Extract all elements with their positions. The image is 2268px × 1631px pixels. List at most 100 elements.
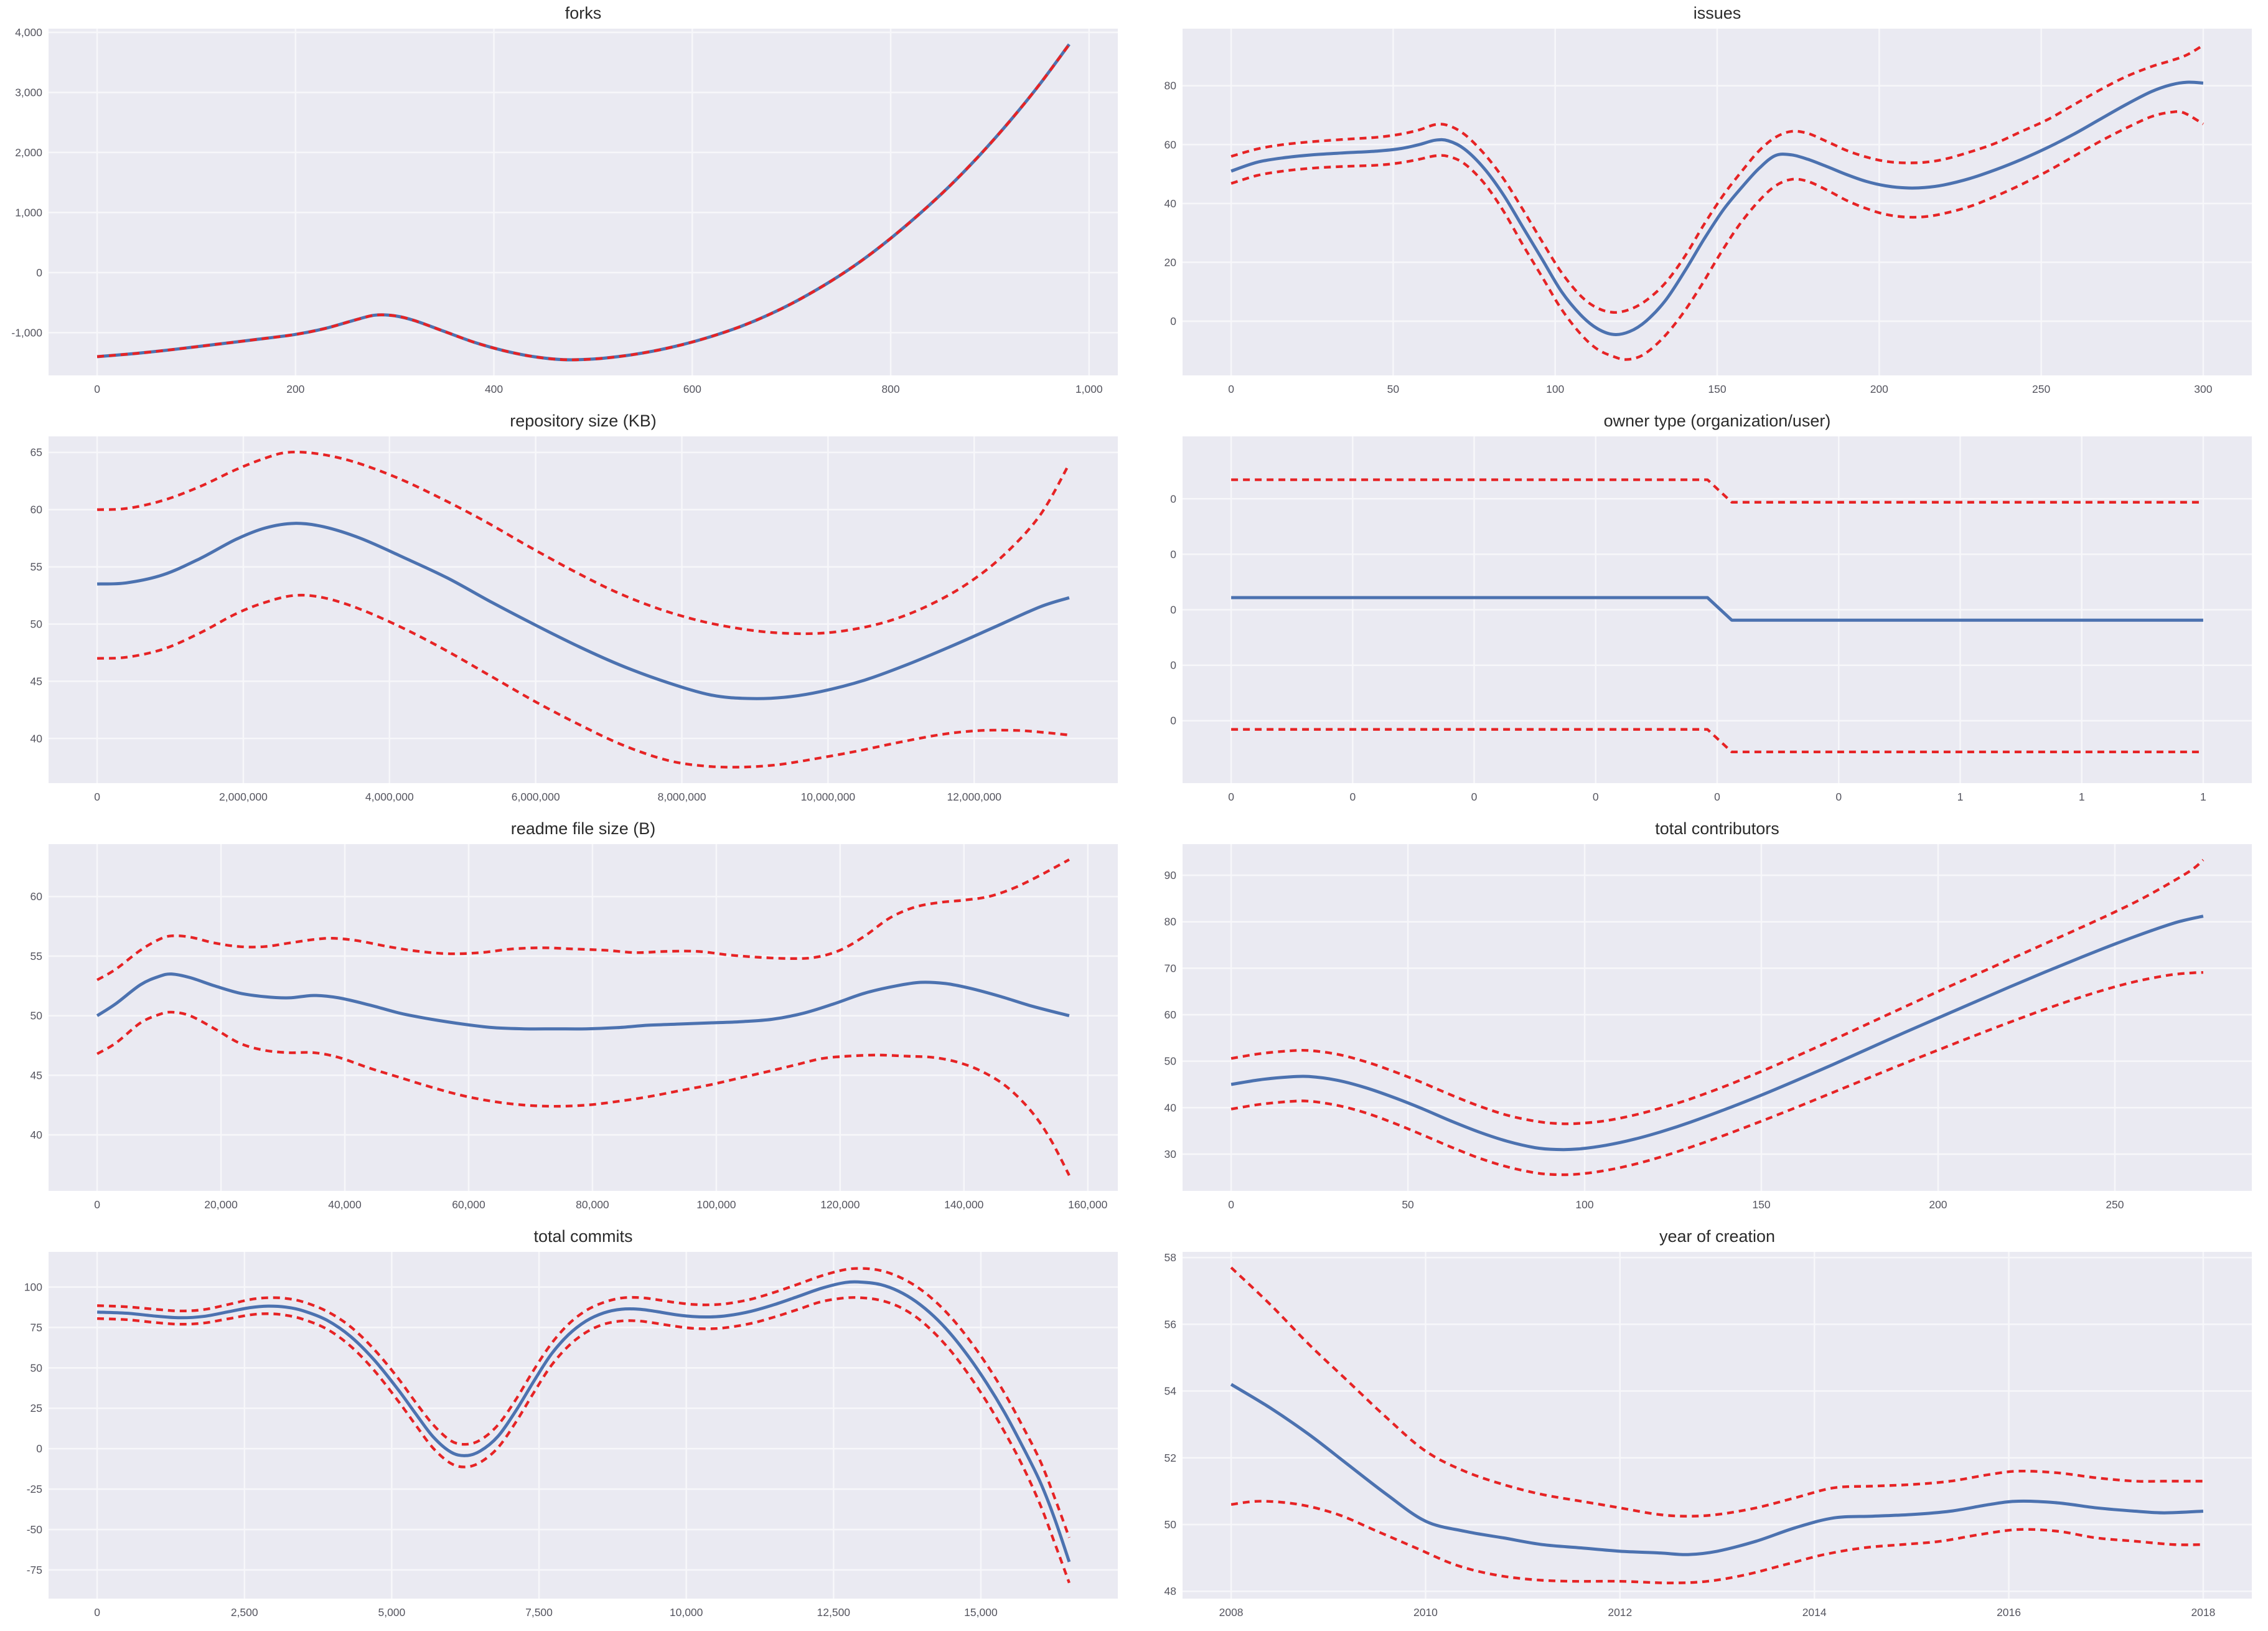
y-tick-label: 20: [1164, 256, 1177, 268]
x-tick-label: 160,000: [1068, 1198, 1108, 1211]
y-tick-label: 54: [1164, 1385, 1177, 1398]
series-mean: [97, 522, 1070, 700]
series-upper_ci: [1230, 44, 2205, 314]
x-tick-label: 2012: [1608, 1606, 1632, 1619]
x-tick-label: 2,500: [231, 1606, 258, 1619]
x-tick-label: 6,000,000: [512, 791, 560, 803]
x-tick-label: 10,000: [670, 1606, 703, 1619]
y-tick-label: 50: [30, 1010, 43, 1022]
y-tick-label: 0: [36, 266, 42, 279]
x-tick-label: 300: [2194, 383, 2212, 395]
x-tick-label: 50: [1387, 383, 1400, 395]
y-tick-label: 45: [30, 1069, 42, 1081]
y-tick-label: 60: [30, 504, 43, 516]
plot-area: [1183, 1252, 2252, 1599]
chart-svg-issues: 0 50 100 150 200 250 300 0 20 40 60 80 issues: [1164, 4, 2252, 395]
x-tick-label: 100,000: [696, 1198, 736, 1211]
x-tick-label: 600: [683, 383, 701, 395]
y-tick-label: 58: [1164, 1251, 1176, 1264]
series-upper_ci: [96, 450, 1071, 636]
chart-title: owner type (organization/user): [1604, 411, 1831, 430]
x-tick-label: 0: [1228, 383, 1234, 395]
y-tick-label: 25: [30, 1402, 42, 1414]
y-tick-label: 0: [1170, 715, 1176, 727]
plot-area: [49, 436, 1118, 783]
y-tick-label: 3,000: [15, 86, 42, 98]
series-upper_ci: [1231, 478, 2203, 504]
x-tick-label: 250: [2032, 383, 2050, 395]
x-tick-label: 400: [485, 383, 503, 395]
x-tick-label: 0: [94, 383, 100, 395]
x-tick-label: 80,000: [576, 1198, 609, 1211]
y-tick-label: 65: [30, 446, 42, 459]
x-tick-label: 40,000: [328, 1198, 362, 1211]
y-tick-label: 2,000: [15, 146, 42, 159]
x-tick-label: 1: [1957, 791, 1964, 803]
plot-area: [1183, 844, 2252, 1191]
x-tick-label: 7,500: [525, 1606, 553, 1619]
x-tick-label: 800: [881, 383, 899, 395]
x-tick-label: 1: [2200, 791, 2206, 803]
chart-repository-size: 0 2,000,000 4,000,000 6,000,000 8,000,000 10,…: [0, 408, 1134, 816]
x-tick-label: 250: [2106, 1198, 2124, 1211]
y-tick-label: 56: [1164, 1318, 1176, 1330]
y-tick-label: 100: [24, 1281, 42, 1293]
series-upper_ci: [97, 1267, 1071, 1538]
series-lower_ci: [1230, 1500, 2203, 1584]
x-tick-label: 0: [1228, 791, 1234, 803]
x-tick-label: 0: [1228, 1198, 1234, 1211]
y-tick-label: 48: [1164, 1585, 1176, 1597]
x-tick-label: 100: [1575, 1198, 1593, 1211]
series-upper_ci: [1230, 858, 2205, 1126]
x-tick-label: 2018: [2191, 1606, 2215, 1619]
x-tick-label: 15,000: [964, 1606, 998, 1619]
series-mean: [96, 43, 1071, 362]
series-mean: [96, 972, 1070, 1031]
chart-title: forks: [565, 4, 602, 22]
x-tick-label: 60,000: [452, 1198, 485, 1211]
x-tick-label: 8,000,000: [658, 791, 706, 803]
x-tick-label: 200: [1929, 1198, 1947, 1211]
y-tick-label: 0: [1170, 548, 1176, 560]
x-tick-label: 2010: [1413, 1606, 1438, 1619]
chart-svg-total-commits: 0 2,500 5,000 7,500 10,000 12,500 15,000 -75 -50…: [24, 1227, 1118, 1619]
series-mean: [1230, 1383, 2204, 1556]
y-tick-label: 80: [1164, 916, 1177, 928]
series-lower_ci: [96, 1010, 1071, 1177]
x-tick-label: 20,000: [204, 1198, 238, 1211]
chart-svg-owner-type: 0 0 0 0 0 0 1 1 1 0 0 0 0 0 owner type (organization/u…: [1170, 411, 2252, 803]
x-tick-label: 200: [286, 383, 304, 395]
chart-svg-total-contributors: 0 50 100 150 200 250 30 40 50 60 70 80 90 total contr…: [1164, 819, 2252, 1211]
chart-total-commits: 0 2,500 5,000 7,500 10,000 12,500 15,000 -75 -50…: [0, 1223, 1134, 1631]
x-tick-label: 0: [1835, 791, 1842, 803]
x-tick-label: 0: [1471, 791, 1478, 803]
chart-svg-year-of-creation: 2008 2010 2012 2014 2016 2018 48 50 52 54 56 58 year…: [1164, 1227, 2252, 1619]
plot-area: [49, 844, 1118, 1191]
x-tick-label: 0: [1714, 791, 1720, 803]
y-tick-label: 0: [1170, 659, 1176, 672]
x-tick-label: 5,000: [378, 1606, 405, 1619]
y-tick-label: -25: [27, 1483, 42, 1495]
y-tick-label: 40: [1164, 1101, 1177, 1114]
chart-owner-type: 0 0 0 0 0 0 1 1 1 0 0 0 0 0 owner type (organization/u…: [1134, 408, 2268, 816]
y-tick-label: 60: [1164, 138, 1177, 151]
x-tick-label: 0: [94, 791, 100, 803]
x-tick-label: 0: [1349, 791, 1356, 803]
y-tick-label: 55: [30, 950, 42, 962]
chart-svg-forks: 0 200 400 600 800 1,000 -1,000 0 1,000 2,000 3,000…: [11, 4, 1118, 395]
plot-area: [49, 1252, 1118, 1599]
x-tick-label: 50: [1402, 1198, 1414, 1211]
x-tick-label: 12,500: [817, 1606, 851, 1619]
x-tick-label: 1: [2079, 791, 2085, 803]
y-tick-label: 40: [30, 732, 43, 745]
chart-title: repository size (KB): [510, 411, 657, 430]
y-tick-label: 60: [1164, 1008, 1177, 1021]
chart-forks: 0 200 400 600 800 1,000 -1,000 0 1,000 2,000 3,000…: [0, 0, 1134, 408]
y-tick-label: 1,000: [15, 206, 42, 219]
chart-total-contributors: 0 50 100 150 200 250 30 40 50 60 70 80 90 total contr…: [1134, 816, 2268, 1223]
x-tick-label: 150: [1708, 383, 1726, 395]
y-tick-label: 0: [36, 1442, 42, 1455]
y-tick-label: 40: [30, 1129, 43, 1141]
x-tick-label: 120,000: [820, 1198, 860, 1211]
y-tick-label: 50: [30, 618, 43, 630]
